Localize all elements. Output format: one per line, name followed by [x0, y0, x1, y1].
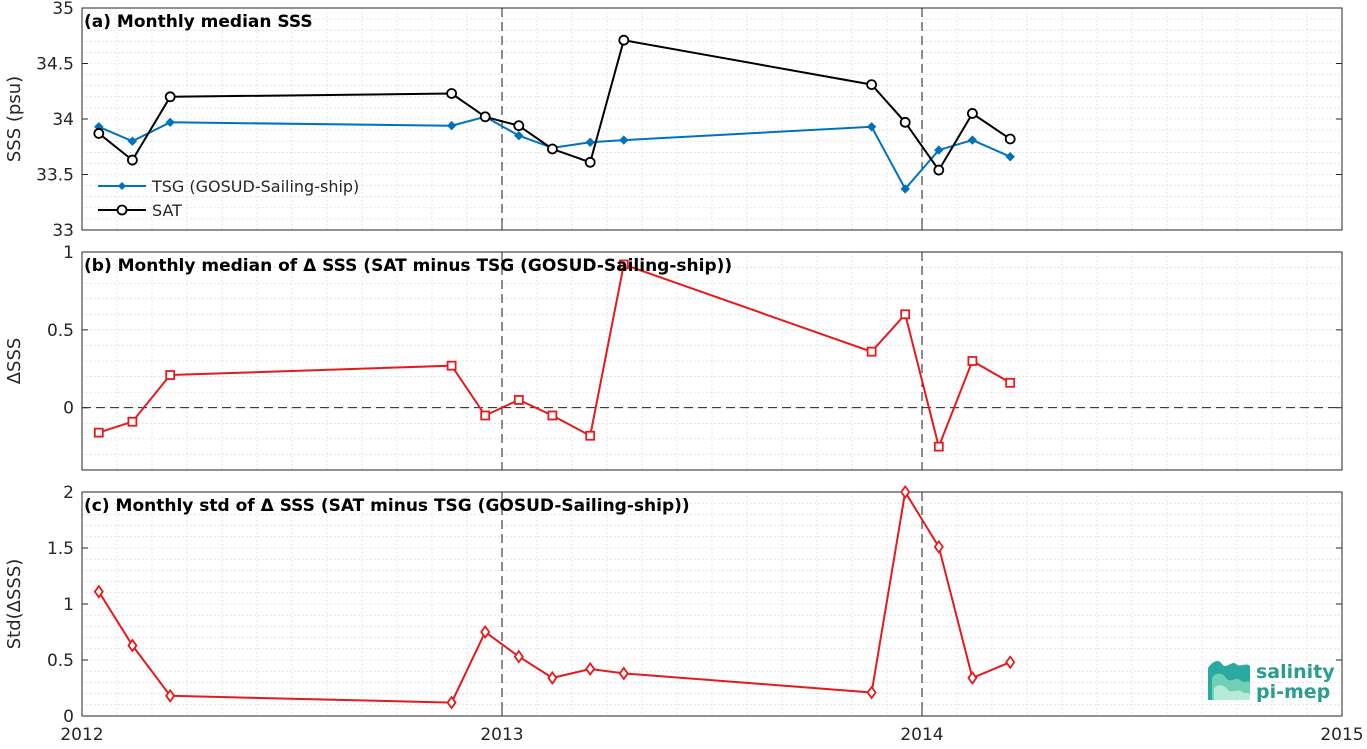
data-point [514, 130, 524, 141]
data-point [866, 685, 877, 700]
x-tick-label: 2014 [900, 725, 943, 745]
y-tick-label: 0.5 [47, 651, 74, 671]
panel-2: 0 0.5 1 ΔSSS (b) Monthly median of Δ SSS (SA… [4, 243, 1343, 471]
data-point [900, 184, 910, 194]
data-point [547, 670, 558, 685]
data-point [1005, 377, 1016, 388]
data-point [513, 649, 524, 664]
panel-title: (a) Monthly median SSS [84, 12, 313, 32]
data-point [93, 427, 104, 438]
data-point [933, 441, 944, 452]
y-tick-label: 1 [63, 243, 74, 263]
y-tick-label: 2 [63, 483, 74, 503]
data-point [446, 695, 457, 710]
logo-line-1: salinity [1256, 661, 1335, 683]
x-tick-label: 2012 [60, 725, 103, 745]
data-point [165, 688, 176, 703]
y-tick-label: 35 [52, 0, 74, 19]
data-point [480, 624, 491, 640]
data-point [967, 356, 978, 366]
data-point [547, 143, 558, 155]
x-tick-label: 2013 [480, 725, 523, 745]
data-point [479, 111, 491, 123]
data-point [967, 108, 978, 119]
legend-label: TSG (GOSUD-Sailing-ship) [151, 177, 359, 196]
wave-layers-icon [1208, 661, 1250, 700]
data-point [618, 34, 630, 46]
data-point [934, 145, 944, 155]
y-tick-label: 0 [63, 399, 74, 419]
data-point [585, 661, 596, 676]
data-point [1004, 133, 1016, 145]
data-point [513, 395, 524, 405]
data-point [164, 91, 176, 103]
data-point [866, 346, 877, 357]
data-point [126, 154, 138, 166]
data-point [480, 410, 491, 421]
data-point [547, 410, 558, 421]
legend-marker [116, 204, 128, 216]
data-point [900, 309, 911, 320]
data-point [899, 116, 911, 128]
series-line [98, 39, 1011, 172]
data-point [446, 88, 458, 99]
data-point [618, 666, 629, 681]
data-point [1005, 152, 1015, 162]
data-point [866, 122, 877, 132]
y-tick-label: 0 [63, 707, 74, 727]
data-point [446, 120, 457, 131]
y-tick-label: 1.5 [47, 539, 74, 559]
panel-3: 0 0.5 1 1.5 2 2012 2013 2014 2015 Std(ΔSSS) (c) Mo… [4, 483, 1364, 745]
y-tick-label: 34.5 [36, 55, 74, 75]
legend: TSG (GOSUD-Sailing-ship) SAT [98, 177, 359, 220]
data-point [933, 539, 944, 554]
data-point [967, 135, 978, 145]
data-point [165, 370, 176, 380]
y-tick-label: 0.5 [47, 321, 74, 341]
axes-box [81, 251, 1343, 471]
data-point [1005, 655, 1016, 670]
data-point [933, 164, 945, 176]
data-point [619, 135, 629, 145]
y-axis-label: Std(ΔSSS) [4, 559, 25, 650]
data-point [127, 416, 138, 427]
y-tick-label: 34 [52, 110, 74, 130]
data-point [127, 136, 138, 146]
data-point [585, 430, 596, 441]
legend-label: SAT [152, 201, 182, 220]
y-axis-label: ΔSSS [4, 338, 25, 385]
data-point [900, 484, 911, 500]
y-axis-label: SSS (psu) [4, 76, 25, 162]
series-line [97, 489, 1011, 704]
data-point [513, 120, 525, 132]
data-point [618, 259, 629, 270]
legend-marker [118, 182, 126, 190]
x-tick-label: 2015 [1320, 725, 1363, 745]
panel-1: 33 33.5 34 34.5 35 SSS (psu) (a) Monthly media… [4, 0, 1343, 241]
y-tick-label: 33.5 [36, 166, 74, 186]
panel-title: (b) Monthly median of Δ SSS (SAT minus T… [84, 256, 732, 276]
panel-title: (c) Monthly std of Δ SSS (SAT minus TSG … [84, 496, 690, 516]
data-point [584, 156, 596, 168]
series-line [98, 115, 1011, 191]
data-point [866, 79, 877, 90]
data-point [967, 670, 978, 685]
data-point [165, 117, 175, 128]
data-point [585, 137, 595, 148]
data-point [93, 584, 104, 599]
y-tick-label: 33 [52, 221, 74, 241]
series-line [98, 263, 1011, 450]
data-point [446, 360, 457, 371]
y-tick-label: 1 [63, 595, 74, 615]
data-point [93, 128, 105, 139]
logo-line-2: pi-mep [1256, 681, 1330, 703]
data-point [127, 638, 138, 653]
salinity-pimep-logo: salinity pi-mep [1208, 661, 1335, 703]
